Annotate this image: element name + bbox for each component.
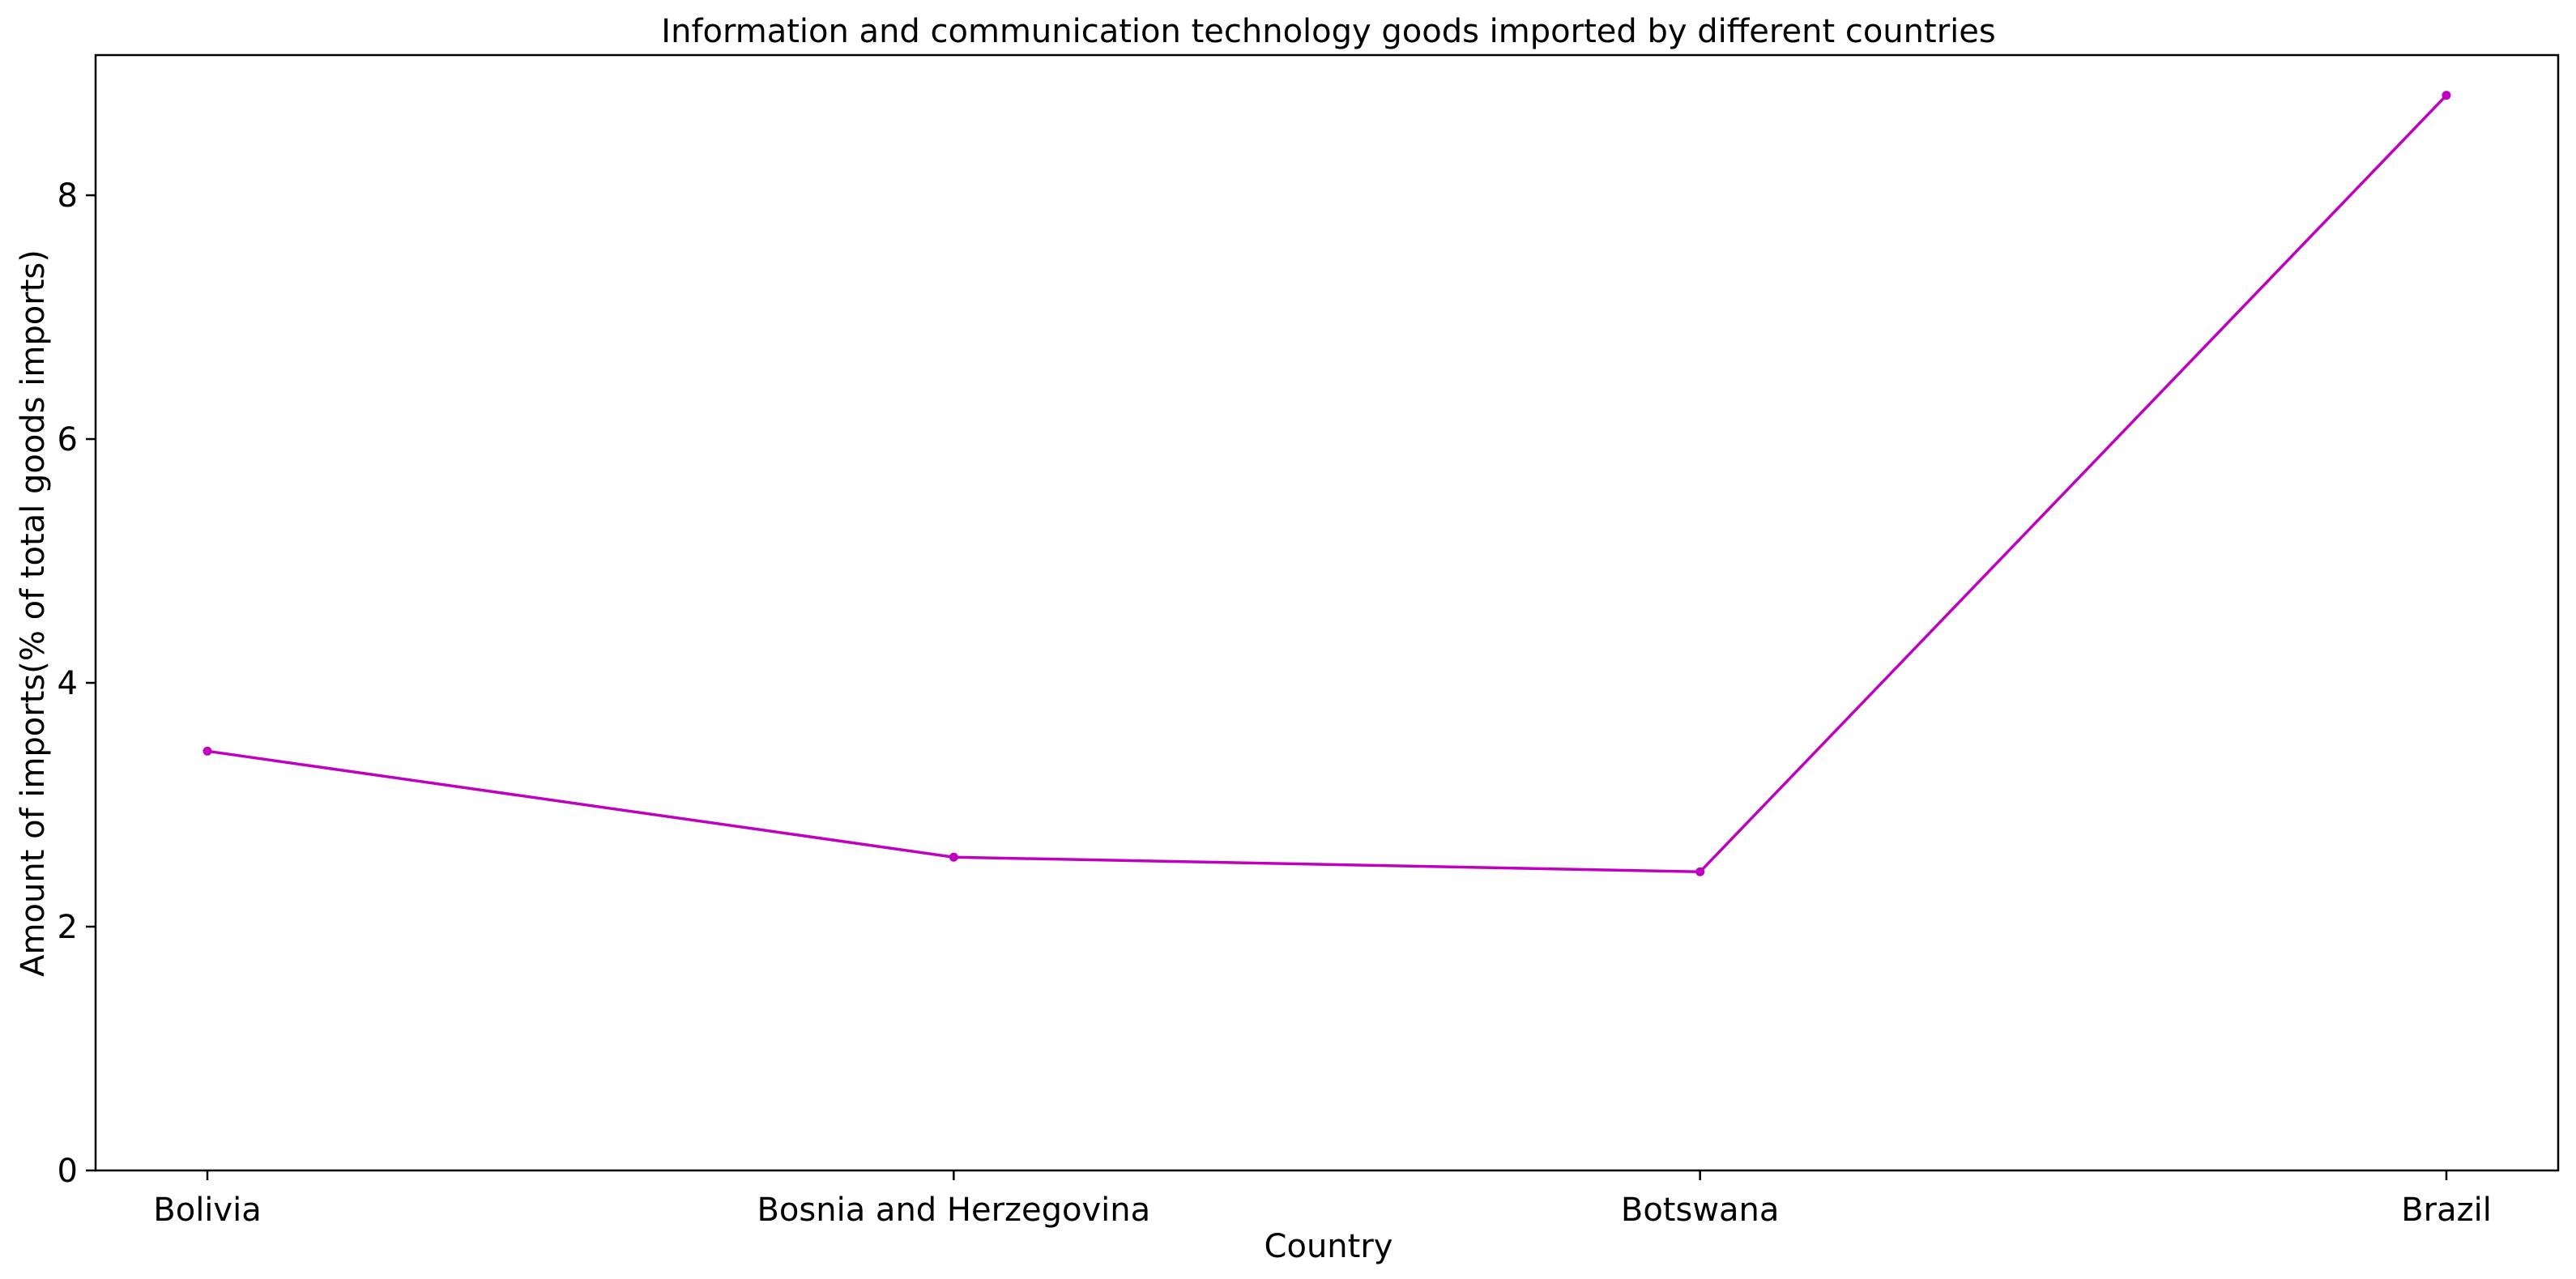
x-tick-label: Botswana (1621, 1192, 1780, 1229)
y-tick-label: 0 (58, 1153, 78, 1190)
y-axis-label: Amount of imports(% of total goods impor… (15, 249, 52, 977)
data-point (203, 746, 212, 756)
y-tick-label: 6 (58, 421, 78, 458)
plot-area: 0 2 4 6 8 Bolivia Bosnia and Herzegovina Botswa… (58, 53, 2560, 1229)
chart-title: Information and communication technology… (661, 13, 1995, 50)
data-point (2442, 91, 2451, 100)
x-axis-label: Country (1265, 1228, 1393, 1265)
x-tick-label: Brazil (2401, 1192, 2492, 1229)
data-point (949, 852, 958, 862)
y-tick-label: 2 (58, 909, 78, 946)
y-tick-label: 4 (58, 665, 78, 702)
plot-frame (94, 53, 2560, 1172)
data-point (1695, 867, 1705, 876)
series-line (207, 94, 2448, 874)
y-tick-label: 8 (58, 177, 78, 215)
x-tick-label: Bolivia (153, 1192, 261, 1229)
x-tick-label: Bosnia and Herzegovina (757, 1192, 1150, 1229)
